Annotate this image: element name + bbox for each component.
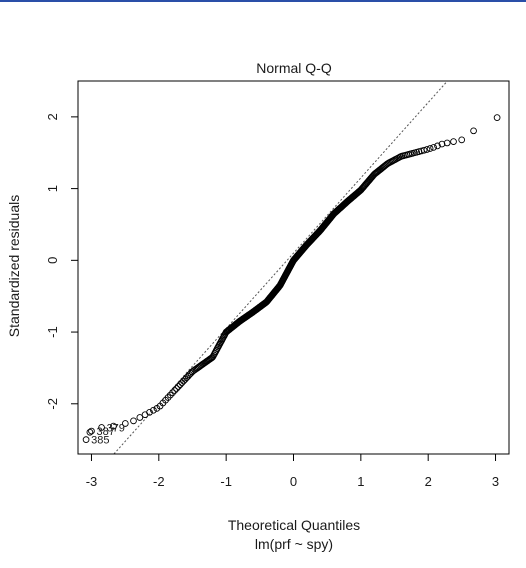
data-point: [86, 428, 94, 436]
x-tick-label: 0: [290, 474, 297, 489]
y-tick-label: -1: [45, 326, 60, 338]
x-tick-label: -2: [153, 474, 165, 489]
y-axis-label: Standardized residuals: [6, 195, 22, 337]
outlier-label: 387: [96, 426, 114, 438]
chart-title: Normal Q-Q: [256, 60, 332, 76]
outlier-point: [98, 424, 105, 431]
x-tick-label: -3: [86, 474, 98, 489]
x-axis-label: Theoretical Quantiles: [228, 517, 360, 533]
data-point: [382, 162, 389, 169]
data-point: [420, 146, 428, 154]
points-layer: [86, 114, 501, 436]
y-axis: -2 -1 0 1 2: [45, 113, 79, 410]
x-tick-label: 1: [357, 474, 364, 489]
x-axis: -3 -2 -1 0 1 2 3: [86, 453, 499, 489]
reference-line-layer: [113, 80, 448, 455]
data-point: [443, 139, 451, 147]
data-point: [171, 387, 178, 394]
data-point: [110, 422, 117, 430]
data-point: [450, 138, 457, 145]
data-point: [426, 145, 434, 152]
outlier-point: [82, 436, 90, 444]
plot-frame: [77, 80, 510, 455]
x-tick-label: 3: [492, 474, 499, 489]
reference-line: [113, 80, 448, 455]
data-point: [175, 383, 182, 390]
data-point: [176, 381, 184, 388]
data-point: [430, 144, 437, 151]
x-tick-label: 2: [425, 474, 432, 489]
y-tick-label: 2: [45, 113, 60, 120]
outlier-label: 379: [107, 422, 125, 434]
data-point: [150, 406, 157, 414]
model-formula-label: lm(prf ~ spy): [255, 536, 333, 552]
data-point: [121, 420, 129, 427]
data-point: [423, 146, 431, 153]
window-top-border: [0, 0, 526, 2]
y-tick-label: 0: [45, 257, 60, 264]
data-point: [470, 127, 477, 135]
y-tick-label: -2: [45, 398, 60, 410]
data-point: [136, 414, 144, 421]
data-point: [146, 408, 153, 416]
data-point: [173, 385, 180, 392]
data-point: [130, 417, 137, 425]
data-point: [434, 142, 441, 150]
data-point: [458, 136, 466, 144]
data-point: [169, 389, 176, 397]
outlier-point: [88, 427, 95, 435]
x-tick-label: -1: [220, 474, 232, 489]
y-tick-label: 1: [45, 185, 60, 192]
data-point: [493, 114, 501, 121]
data-point: [167, 391, 174, 399]
outlier-label: 385: [91, 435, 109, 447]
